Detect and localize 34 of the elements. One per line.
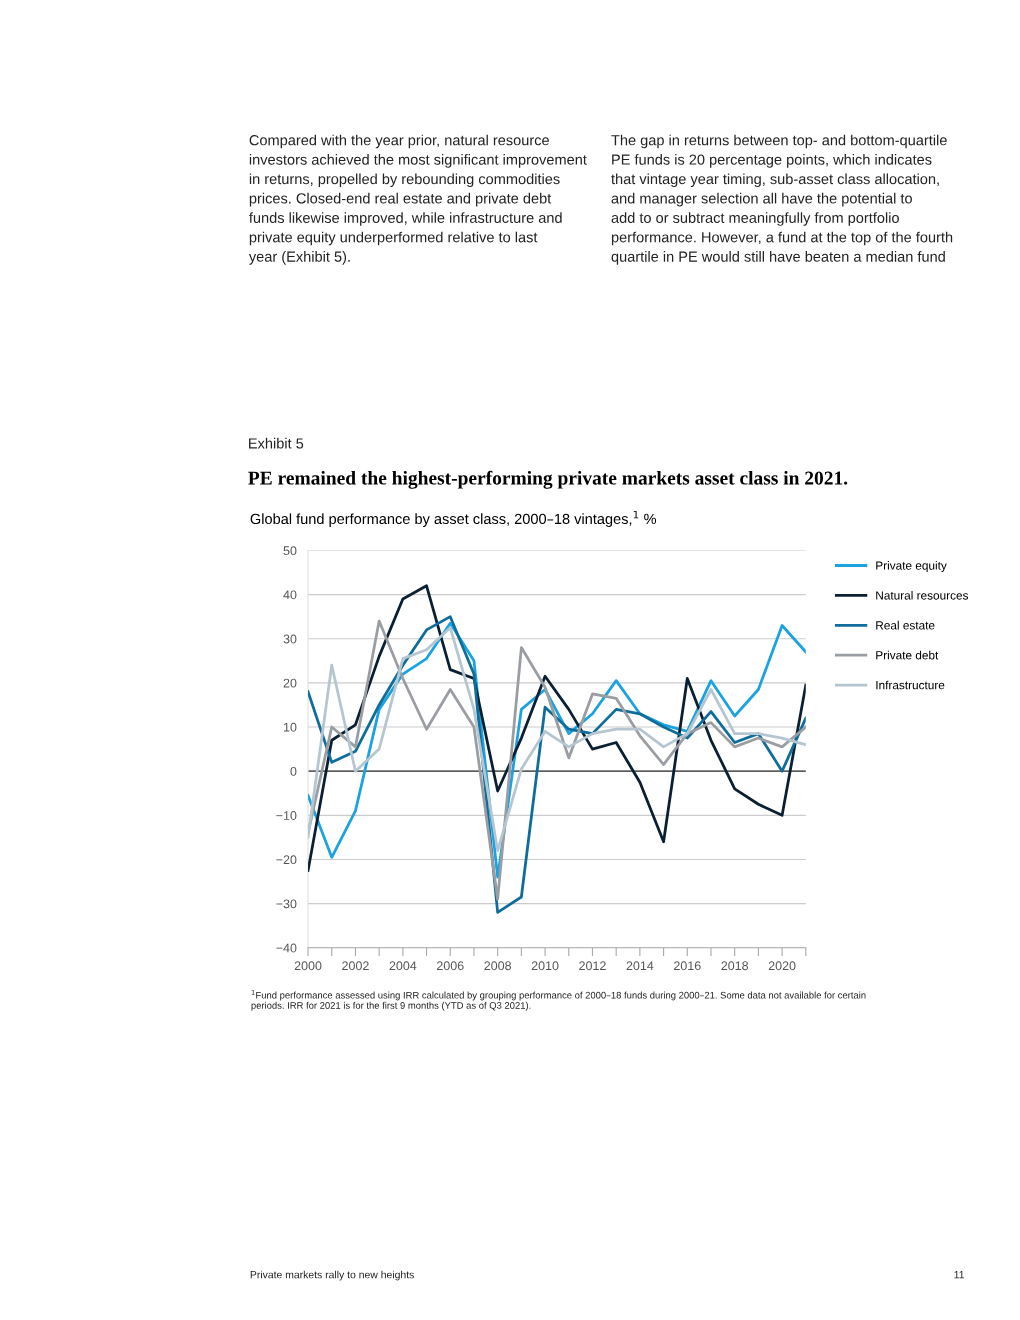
y-tick-label: 10 [283,722,297,732]
chart-subtitle: Global fund performance by asset class, 2000–18 vintages,$^{1}$ % [250,510,657,527]
y-tick-label: 40 [283,590,297,600]
x-tick-label: 2020 [768,961,796,971]
legend-label: Private debt [876,650,939,660]
x-tick-label: 2010 [531,961,559,971]
y-tick-label: −20 [276,855,297,865]
y-tick-label: −40 [276,943,297,953]
legend-label: Natural resources [876,590,969,600]
text: Private markets rally to new heights [250,1270,414,1281]
y-tick-label: 50 [283,546,297,556]
legend-label: Private equity [876,561,947,573]
text: The gap in returns between top- and bottom-quartile PE funds is 20 percentage points, which indicates that vintage year timing, sub-asset class allocation, and manager selection all have the potential to add to or subtract meaningfully from portfolio performance. However, a fund at the top of the fourth quartile in PE would still have beaten a median fund [611,134,953,265]
x-tick-label: 2002 [342,961,369,971]
y-tick-label: 0 [290,766,297,776]
y-tick-label: −30 [276,899,297,909]
legend-label: Infrastructure [876,680,945,690]
x-tick-label: 2016 [674,961,701,971]
x-tick-label: 2014 [626,961,654,971]
text: Exhibit 5 [249,437,304,449]
x-tick-label: 2004 [389,961,417,971]
y-tick-label: −10 [276,811,297,820]
text: 11 [954,1271,965,1279]
x-tick-label: 2000 [294,961,322,971]
x-tick-label: 2012 [579,961,606,971]
x-tick-label: 2006 [436,961,464,971]
x-tick-label: 2018 [721,961,749,971]
chart-title: PE remained the highest-performing private markets asset class in 2021. [248,470,848,489]
x-tick-label: 2008 [484,961,512,971]
legend-label: Real estate [876,620,935,630]
y-tick-label: 30 [283,634,297,644]
text: Compared with the year prior, natural resource investors achieved the most significant improvement in returns, propelled by rebounding commodities prices. Closed-end real estate and private debt funds likewise improved, while infrastructure and private equity underperformed relative to last year (Exhibit 5). [248,134,587,265]
text: $^{1}$Fund performance assessed using IRR calculated by grouping performance of 2000–18 funds during 2000–21. Some data not available for certain periods. IRR for 2021 is for the first 9 months (YTD as of Q3 2021). [251,990,866,1011]
y-tick-label: 20 [283,678,297,688]
